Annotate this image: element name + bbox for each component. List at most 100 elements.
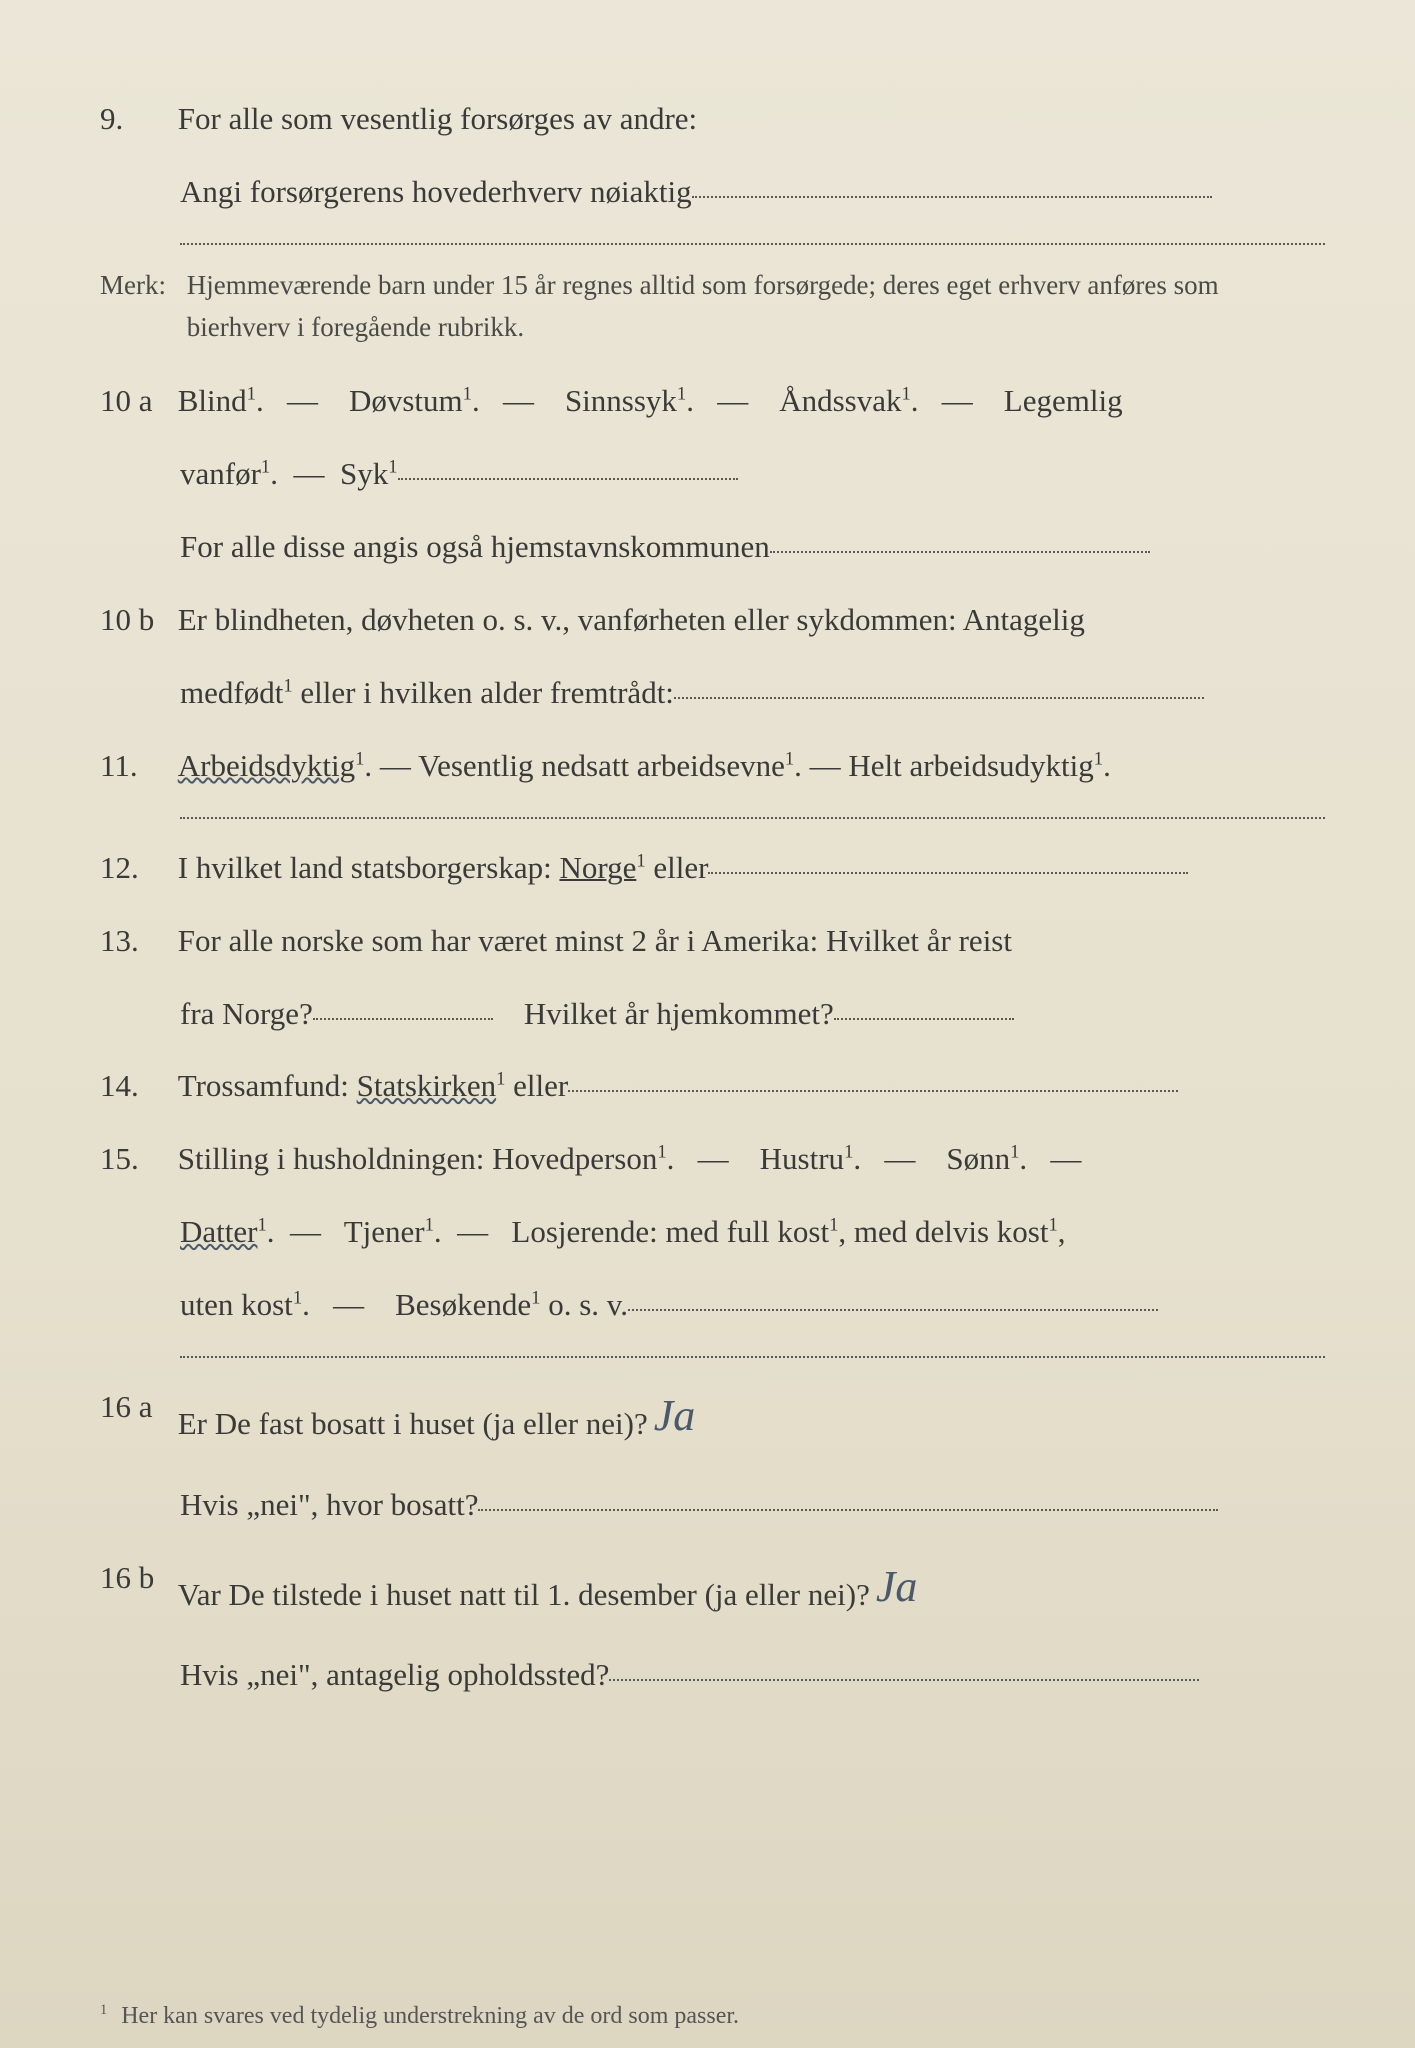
q10b-number: 10 b xyxy=(100,591,170,650)
question-15: 15. Stilling i husholdningen: Hovedperso… xyxy=(100,1130,1325,1189)
blank-line xyxy=(609,1679,1199,1681)
q13-line1: For alle norske som har været minst 2 år… xyxy=(178,912,1298,971)
opt-norge: Norge xyxy=(559,850,636,885)
q15-osv: o. s. v. xyxy=(540,1287,628,1322)
footnote-sup: 1 xyxy=(100,2002,107,2018)
note-merk: Merk: Hjemmeværende barn under 15 år reg… xyxy=(100,265,1325,349)
q14-body: Trossamfund: Statskirken1 eller xyxy=(178,1057,1298,1116)
q15-line2: Datter1. — Tjener1. — Losjerende: med fu… xyxy=(180,1203,1325,1262)
q10a-number: 10 a xyxy=(100,372,170,431)
question-13: 13. For alle norske som har været minst … xyxy=(100,912,1325,971)
q14-number: 14. xyxy=(100,1057,170,1116)
q9-line2: Angi forsørgerens hovederhverv nøiaktig xyxy=(180,163,1325,222)
q12-text-b: eller xyxy=(646,850,709,885)
answer-wrap: Ja xyxy=(870,1545,930,1629)
blank-line xyxy=(478,1509,1218,1511)
opt-syk: Syk xyxy=(340,456,388,491)
opt-datter: Datter xyxy=(180,1214,257,1249)
answer-wrap: Ja xyxy=(648,1374,728,1458)
blank-full-line xyxy=(180,1355,1325,1358)
q10a-line2: vanfør1. — Syk1 xyxy=(180,445,1325,504)
question-11: 11. Arbeidsdyktig1. — Vesentlig nedsatt … xyxy=(100,737,1325,796)
blank-full-line xyxy=(180,816,1325,819)
opt-vanfor: vanfør xyxy=(180,456,261,491)
question-10a: 10 a Blind1. — Døvstum1. — Sinnssyk1. — … xyxy=(100,372,1325,431)
q10a-line3-text: For alle disse angis også hjemstavnskomm… xyxy=(180,529,770,564)
q10a-body: Blind1. — Døvstum1. — Sinnssyk1. — Åndss… xyxy=(178,372,1298,431)
blank-line xyxy=(674,697,1204,699)
q12-body: I hvilket land statsborgerskap: Norge1 e… xyxy=(178,839,1298,898)
opt-tjener: Tjener xyxy=(344,1214,425,1249)
opt-dovstum: Døvstum xyxy=(349,383,463,418)
blank-line xyxy=(770,551,1150,553)
opt-udyktig: Helt arbeidsudyktig xyxy=(848,748,1093,783)
opt-sinnssyk: Sinnssyk xyxy=(565,383,677,418)
q10a-line3: For alle disse angis også hjemstavnskomm… xyxy=(180,518,1325,577)
question-12: 12. I hvilket land statsborgerskap: Norg… xyxy=(100,839,1325,898)
opt-delvis-kost: , med delvis kost xyxy=(838,1214,1048,1249)
question-10b: 10 b Er blindheten, døvheten o. s. v., v… xyxy=(100,591,1325,650)
opt-sonn: Sønn xyxy=(946,1141,1010,1176)
question-16a: 16 a Er De fast bosatt i huset (ja eller… xyxy=(100,1378,1325,1462)
merk-text: Hjemmeværende barn under 15 år regnes al… xyxy=(187,265,1287,349)
q10b-line2: medfødt1 eller i hvilken alder fremtrådt… xyxy=(180,664,1325,723)
q16b-line1: Var De tilstede i huset natt til 1. dese… xyxy=(178,1577,870,1612)
question-14: 14. Trossamfund: Statskirken1 eller xyxy=(100,1057,1325,1116)
q16a-line2: Hvis „nei", hvor bosatt? xyxy=(180,1476,1325,1535)
q16a-line2-text: Hvis „nei", hvor bosatt? xyxy=(180,1487,478,1522)
q10b-line2b: eller i hvilken alder fremtrådt: xyxy=(293,675,674,710)
opt-legemlig: Legemlig xyxy=(1004,383,1123,418)
opt-andssvak: Åndssvak xyxy=(779,383,901,418)
q15-number: 15. xyxy=(100,1130,170,1189)
q15-line3: uten kost1. — Besøkende1 o. s. v. xyxy=(180,1276,1325,1335)
q15-body: Stilling i husholdningen: Hovedperson1. … xyxy=(178,1130,1298,1189)
opt-medfodt: medfødt xyxy=(180,675,283,710)
q16a-body: Er De fast bosatt i huset (ja eller nei)… xyxy=(178,1378,1298,1462)
q16a-line1: Er De fast bosatt i huset (ja eller nei)… xyxy=(178,1406,648,1441)
q16b-number: 16 b xyxy=(100,1549,170,1608)
opt-besokende: Besøkende xyxy=(395,1287,531,1322)
blank-line xyxy=(628,1309,1158,1311)
q10b-line1: Er blindheten, døvheten o. s. v., vanfør… xyxy=(178,591,1298,650)
footnote-text: Her kan svares ved tydelig understreknin… xyxy=(121,2003,739,2029)
q13-hjemkommet: Hvilket år hjemkommet? xyxy=(524,996,834,1031)
q9-line1: For alle som vesentlig forsørges av andr… xyxy=(178,90,1298,149)
opt-uten-kost: uten kost xyxy=(180,1287,293,1322)
q14-text-a: Trossamfund: xyxy=(178,1068,357,1103)
opt-statskirken: Statskirken xyxy=(357,1068,497,1103)
opt-blind: Blind xyxy=(178,383,247,418)
blank-full-line xyxy=(180,242,1325,245)
opt-losjerende-full: Losjerende: med full kost xyxy=(511,1214,829,1249)
footnote: 1 Her kan svares ved tydelig understrekn… xyxy=(100,2002,739,2030)
blank-line xyxy=(313,1018,493,1020)
handwritten-ja: Ja xyxy=(648,1391,702,1440)
q14-text-b: eller xyxy=(505,1068,568,1103)
question-9: 9. For alle som vesentlig forsørges av a… xyxy=(100,90,1325,149)
q9-line2-text: Angi forsørgerens hovederhverv nøiaktig xyxy=(180,174,692,209)
handwritten-ja: Ja xyxy=(870,1562,924,1611)
q16a-number: 16 a xyxy=(100,1378,170,1437)
q11-body: Arbeidsdyktig1. — Vesentlig nedsatt arbe… xyxy=(178,737,1298,796)
census-form-page: 9. For alle som vesentlig forsørges av a… xyxy=(0,0,1415,2048)
opt-hovedperson: Stilling i husholdningen: Hovedperson xyxy=(178,1141,658,1176)
blank-line xyxy=(834,1018,1014,1020)
q9-number: 9. xyxy=(100,90,170,149)
blank-line xyxy=(708,872,1188,874)
blank-line xyxy=(568,1090,1178,1092)
q11-number: 11. xyxy=(100,737,170,796)
q16b-line2: Hvis „nei", antagelig opholdssted? xyxy=(180,1646,1325,1705)
q12-text-a: I hvilket land statsborgerskap: xyxy=(178,850,560,885)
q16b-body: Var De tilstede i huset natt til 1. dese… xyxy=(178,1549,1298,1633)
opt-arbeidsdyktig: Arbeidsdyktig xyxy=(178,748,355,783)
question-16b: 16 b Var De tilstede i huset natt til 1.… xyxy=(100,1549,1325,1633)
opt-nedsatt: Vesentlig nedsatt arbeidsevne xyxy=(418,748,785,783)
opt-hustru: Hustru xyxy=(760,1141,844,1176)
q13-fra-norge: fra Norge? xyxy=(180,996,313,1031)
q13-number: 13. xyxy=(100,912,170,971)
q13-line2: fra Norge? Hvilket år hjemkommet? xyxy=(180,985,1325,1044)
merk-label: Merk: xyxy=(100,265,180,307)
q16b-line2-text: Hvis „nei", antagelig opholdssted? xyxy=(180,1657,609,1692)
blank-line xyxy=(398,478,738,480)
blank-line xyxy=(692,196,1212,198)
q12-number: 12. xyxy=(100,839,170,898)
